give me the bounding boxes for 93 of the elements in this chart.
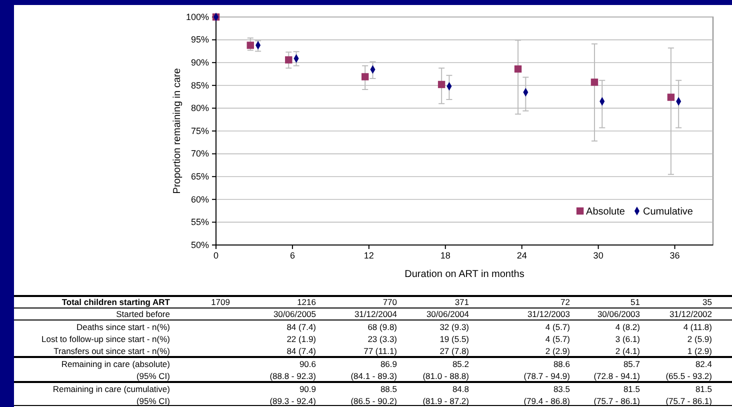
x-tick-label: 12 xyxy=(364,250,374,260)
text: 31/12/2004 xyxy=(354,309,398,319)
y-tick-label: 50% xyxy=(190,240,209,250)
y-tick-label: 65% xyxy=(190,171,209,182)
text: 2 (2.9) xyxy=(545,346,570,356)
text: 88.5 xyxy=(380,384,398,394)
text: 88.6 xyxy=(553,359,570,369)
text: Total children starting ART xyxy=(62,297,171,307)
text: 30/06/2004 xyxy=(426,309,470,319)
text: (95% CI) xyxy=(136,396,170,406)
text: Remaining in care (cumulative) xyxy=(52,384,170,394)
y-tick-label: 55% xyxy=(190,217,209,228)
text: 72 xyxy=(560,297,570,307)
text: (84.1 - 89.3) xyxy=(350,371,398,381)
y-tick-label: 95% xyxy=(190,34,209,45)
x-tick-label: 24 xyxy=(516,250,527,260)
x-tick-label: 30 xyxy=(593,250,604,260)
text: 85.2 xyxy=(452,359,470,369)
point xyxy=(285,56,292,64)
text: 19 (5.5) xyxy=(440,334,470,344)
x-tick-label: 36 xyxy=(670,250,680,260)
text: Lost to follow-up since start - n(%) xyxy=(42,334,170,344)
text: (89.3 - 92.4) xyxy=(270,396,316,406)
text: 30/06/2005 xyxy=(273,309,316,319)
text: 77 (11.1) xyxy=(364,346,398,356)
text: Deaths since start - n(%) xyxy=(76,322,170,332)
y-tick-label: 75% xyxy=(190,126,209,136)
text: Started before xyxy=(116,309,170,319)
text: 22 (1.9) xyxy=(286,334,316,344)
text: 32 (9.3) xyxy=(440,322,470,332)
text: 4 (11.8) xyxy=(683,322,712,332)
text: 85.7 xyxy=(623,359,640,369)
text: 35 xyxy=(702,297,712,307)
text: (95% CI) xyxy=(136,371,170,381)
y-tick-label: 100% xyxy=(186,12,209,22)
text: 1 (2.9) xyxy=(687,346,712,356)
x-tick-label: 18 xyxy=(440,250,450,260)
x-tick-label: 6 xyxy=(290,250,295,260)
text: 84 (7.4) xyxy=(286,346,316,356)
text: 84.8 xyxy=(452,384,470,394)
x-axis-title: Duration on ART in months xyxy=(404,269,524,280)
text: 68 (9.8) xyxy=(368,322,398,332)
y-tick-label: 85% xyxy=(190,80,209,90)
y-tick-label: 70% xyxy=(190,148,209,159)
text: (79.4 - 86.8) xyxy=(524,396,570,406)
text: 4 (8.2) xyxy=(615,322,640,332)
text: 1709 xyxy=(211,297,230,307)
text: 86.9 xyxy=(380,359,398,369)
text: (81.9 - 87.2) xyxy=(422,396,470,406)
text: 83.5 xyxy=(553,384,570,394)
text: (75.7 - 86.1) xyxy=(594,396,640,406)
text: 81.5 xyxy=(695,384,712,394)
text: 1216 xyxy=(297,297,316,307)
point xyxy=(361,73,369,80)
text: 3 (6.1) xyxy=(615,334,640,344)
text: 84 (7.4) xyxy=(286,322,316,332)
text: 82.4 xyxy=(695,359,712,369)
x-tick-label: 0 xyxy=(213,250,219,260)
text: (72.8 - 94.1) xyxy=(594,371,640,381)
point xyxy=(246,42,254,49)
text: 2 (5.9) xyxy=(687,334,712,344)
text: Transfers out since start - n(%) xyxy=(54,346,170,356)
text: 4 (5.7) xyxy=(545,334,570,344)
text: 81.5 xyxy=(623,384,640,394)
text: 371 xyxy=(454,297,470,307)
point xyxy=(667,94,675,101)
text: 27 (7.8) xyxy=(440,346,470,356)
text: 90.6 xyxy=(299,359,316,369)
text: (75.7 - 86.1) xyxy=(666,396,712,406)
text: (88.8 - 92.3) xyxy=(270,371,316,381)
text: (81.0 - 88.8) xyxy=(422,371,470,381)
text: 4 (5.7) xyxy=(545,322,570,332)
point xyxy=(590,78,598,86)
point xyxy=(514,65,522,73)
y-axis-title: Proportion remaining in care xyxy=(172,68,183,194)
text: 31/12/2002 xyxy=(669,309,712,319)
legend-label: Absolute xyxy=(586,206,626,218)
text: 31/12/2003 xyxy=(527,309,570,319)
y-tick-label: 60% xyxy=(190,194,209,204)
text: 23 (3.3) xyxy=(368,334,398,344)
text: 770 xyxy=(382,297,398,307)
text: 51 xyxy=(630,297,640,307)
text: (78.7 - 94.9) xyxy=(524,371,570,381)
point xyxy=(438,80,446,88)
legend-label: Cumulative xyxy=(642,206,694,218)
text: Remaining in care (absolute) xyxy=(61,359,170,369)
y-tick-label: 80% xyxy=(190,103,209,114)
text: 90.9 xyxy=(299,384,316,394)
y-tick-label: 90% xyxy=(190,57,209,68)
text: (86.5 - 90.2) xyxy=(350,396,398,406)
text: 30/06/2003 xyxy=(597,309,640,319)
text: 2 (4.1) xyxy=(615,346,640,356)
text: (65.5 - 93.2) xyxy=(666,371,712,381)
